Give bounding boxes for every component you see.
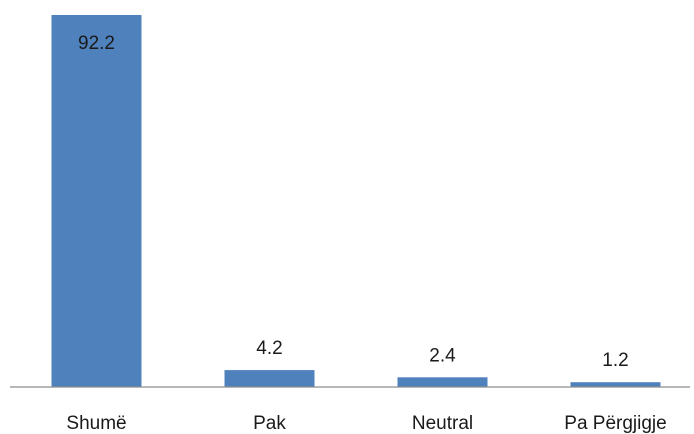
data-label-3: 1.2 bbox=[602, 350, 628, 371]
bar-2 bbox=[397, 377, 488, 387]
bars-group bbox=[51, 15, 661, 387]
data-label-2: 2.4 bbox=[429, 345, 456, 366]
data-label-0: 92.2 bbox=[78, 33, 115, 54]
data-label-1: 4.2 bbox=[256, 338, 282, 359]
category-label-2: Neutral bbox=[412, 413, 473, 434]
category-labels-group: Shumë Pak Neutral Pa Përgjigje bbox=[66, 413, 666, 434]
bar-0 bbox=[51, 15, 142, 387]
data-labels-group: 92.2 4.2 2.4 1.2 bbox=[78, 33, 629, 371]
bar-1 bbox=[224, 370, 315, 387]
bar-3 bbox=[570, 382, 661, 387]
category-label-1: Pak bbox=[253, 413, 286, 434]
category-label-0: Shumë bbox=[66, 413, 126, 434]
category-label-3: Pa Përgjigje bbox=[564, 413, 666, 434]
